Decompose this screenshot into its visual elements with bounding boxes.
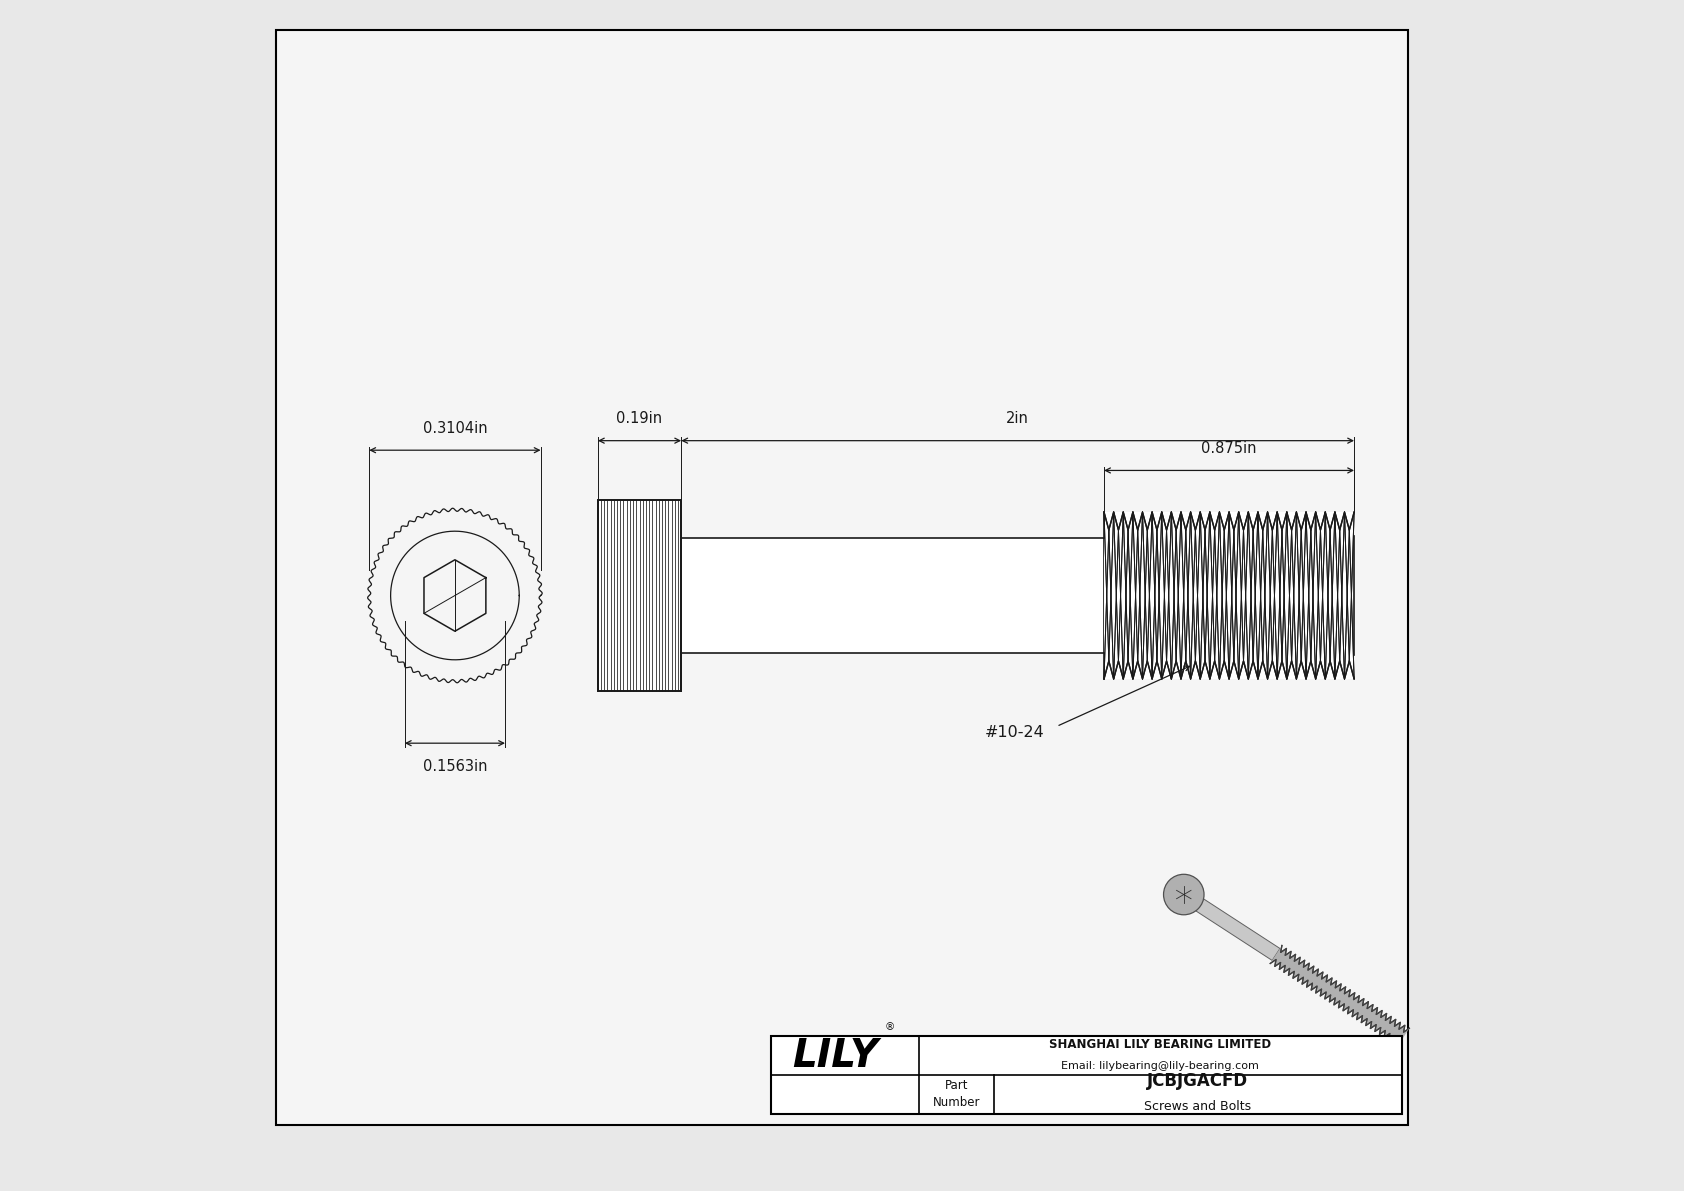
Text: 0.19in: 0.19in	[616, 411, 662, 426]
Text: 2in: 2in	[1007, 411, 1029, 426]
Polygon shape	[1270, 946, 1410, 1046]
Text: Screws and Bolts: Screws and Bolts	[1143, 1099, 1251, 1112]
Text: JCBJGACFD: JCBJGACFD	[1147, 1072, 1248, 1090]
Text: LILY: LILY	[791, 1036, 879, 1074]
Bar	[771, 1036, 1401, 1114]
Circle shape	[1164, 874, 1204, 915]
Bar	[682, 538, 1105, 653]
Text: 0.875in: 0.875in	[1201, 441, 1256, 456]
Polygon shape	[1180, 888, 1280, 960]
Text: ®: ®	[884, 1022, 896, 1031]
Text: #10-24: #10-24	[985, 725, 1044, 740]
Bar	[598, 500, 682, 691]
Bar	[598, 500, 682, 691]
Text: 0.3104in: 0.3104in	[423, 420, 487, 436]
Text: 0.1563in: 0.1563in	[423, 759, 487, 774]
Text: Email: lilybearing@lily-bearing.com: Email: lilybearing@lily-bearing.com	[1061, 1061, 1260, 1071]
Bar	[1105, 512, 1354, 679]
Text: SHANGHAI LILY BEARING LIMITED: SHANGHAI LILY BEARING LIMITED	[1049, 1039, 1271, 1052]
Text: Part
Number: Part Number	[933, 1079, 980, 1109]
